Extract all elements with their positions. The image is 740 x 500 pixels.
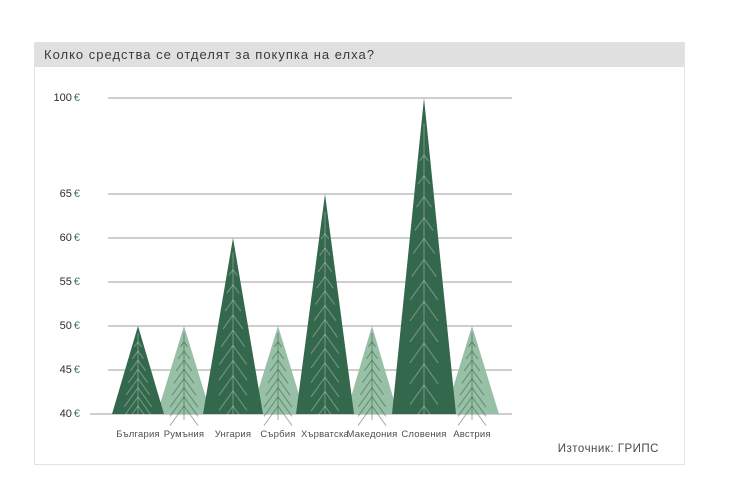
chart-title: Колко средства се отделят за покупка на … xyxy=(35,43,684,67)
chart-card: Колко средства се отделят за покупка на … xyxy=(34,42,685,465)
source-label: Източник: ГРИПС xyxy=(557,443,659,455)
